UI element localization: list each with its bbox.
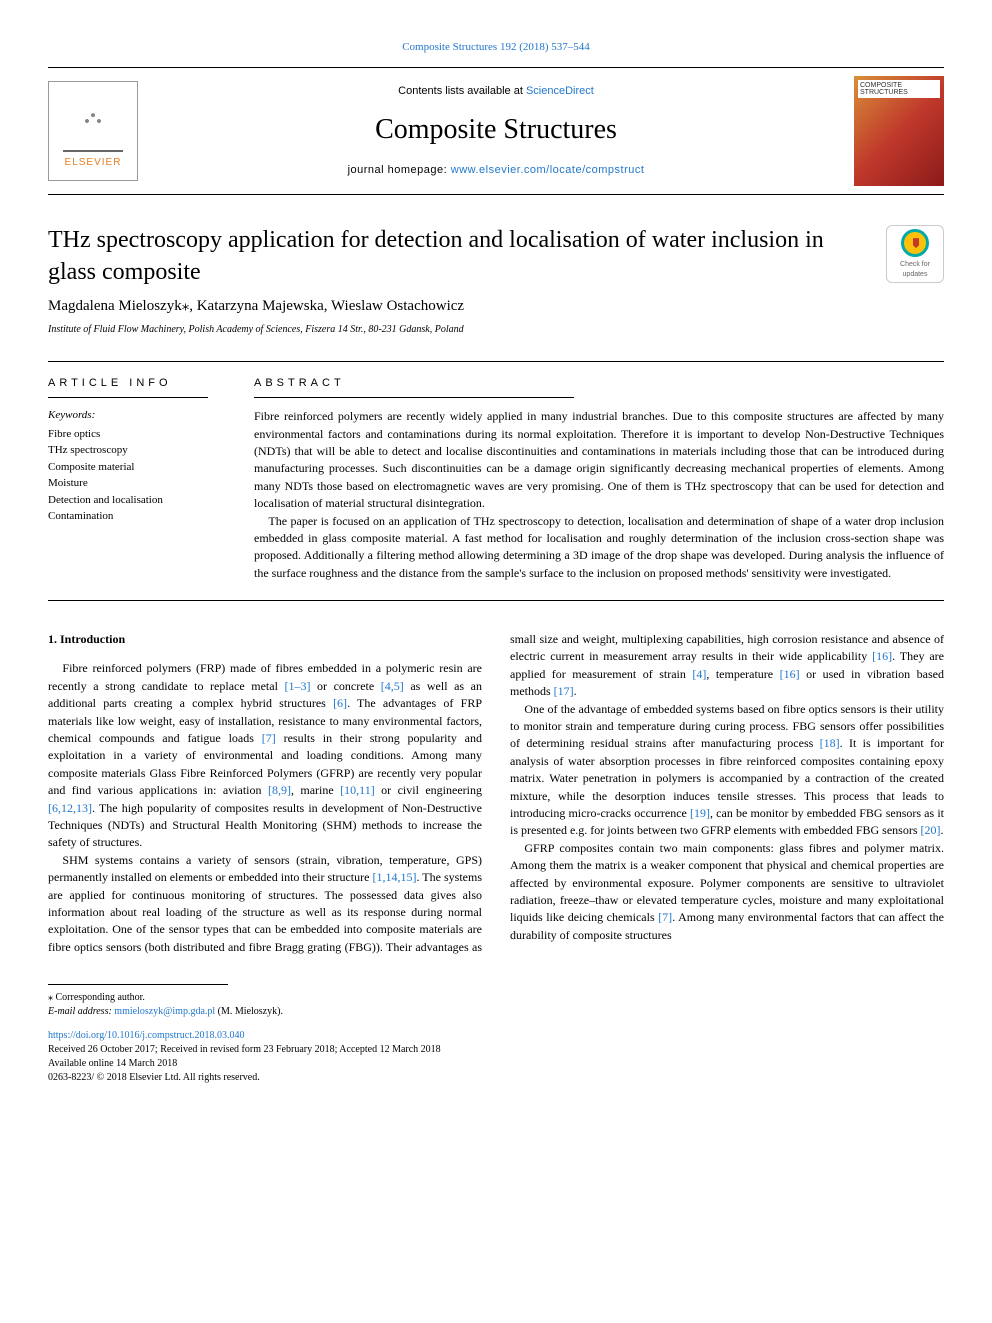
corr-text: ⁎ Corresponding author.	[48, 992, 145, 1003]
ref-link[interactable]: [4,5]	[381, 679, 404, 693]
abstract-text: Fibre reinforced polymers are recently w…	[254, 408, 944, 582]
keyword: Contamination	[48, 508, 214, 525]
ref-link[interactable]: [10,11]	[340, 783, 375, 797]
ref-link[interactable]: [1,14,15]	[373, 870, 417, 884]
received-line: Received 26 October 2017; Received in re…	[48, 1043, 944, 1057]
ref-link[interactable]: [6]	[333, 696, 347, 710]
keyword: Composite material	[48, 459, 214, 476]
badge-line1: Check for	[900, 260, 930, 270]
ref-link[interactable]: [7]	[658, 910, 672, 924]
info-abstract-block: ARTICLE INFO Keywords: Fibre optics THz …	[48, 361, 944, 601]
contents-line: Contents lists available at ScienceDirec…	[158, 84, 834, 99]
ref-link[interactable]: [20]	[921, 823, 941, 837]
abstract: ABSTRACT Fibre reinforced polymers are r…	[238, 376, 944, 582]
copyright-line: 0263-8223/ © 2018 Elsevier Ltd. All righ…	[48, 1071, 944, 1085]
ref-link[interactable]: [18]	[820, 736, 840, 750]
cover-title: COMPOSITE STRUCTURES	[858, 80, 940, 98]
authors: Magdalena Mieloszyk⁎, Katarzyna Majewska…	[48, 296, 944, 317]
ref-link[interactable]: [17]	[554, 684, 574, 698]
ref-link[interactable]: [8,9]	[268, 783, 291, 797]
corresponding-note: ⁎ Corresponding author.	[48, 991, 944, 1005]
citation-link[interactable]: Composite Structures 192 (2018) 537–544	[402, 41, 590, 53]
homepage-line: journal homepage: www.elsevier.com/locat…	[158, 163, 834, 178]
body-p3: One of the advantage of embedded systems…	[510, 701, 944, 840]
email-note: E-mail address: mmieloszyk@imp.gda.pl (M…	[48, 1005, 944, 1019]
affiliation: Institute of Fluid Flow Machinery, Polis…	[48, 323, 944, 337]
email-suffix: (M. Mieloszyk).	[215, 1006, 283, 1017]
article-info-rule	[48, 397, 208, 398]
citation-line: Composite Structures 192 (2018) 537–544	[48, 40, 944, 55]
badge-line2: updates	[903, 270, 928, 280]
body-columns: 1. Introduction Fibre reinforced polymer…	[48, 631, 944, 956]
journal-cover: COMPOSITE STRUCTURES	[854, 76, 944, 186]
journal-name: Composite Structures	[158, 110, 834, 149]
keywords-list: Fibre optics THz spectroscopy Composite …	[48, 426, 214, 525]
body-p4: GFRP composites contain two main compone…	[510, 840, 944, 944]
ref-link[interactable]: [7]	[262, 731, 276, 745]
ref-link[interactable]: [16]	[780, 667, 800, 681]
abstract-p1: Fibre reinforced polymers are recently w…	[254, 408, 944, 512]
ref-link[interactable]: [4]	[692, 667, 706, 681]
check-updates-badge[interactable]: Check for updates	[886, 225, 944, 283]
section-head: 1. Introduction	[48, 631, 482, 648]
homepage-prefix: journal homepage:	[348, 164, 451, 176]
keyword: Moisture	[48, 475, 214, 492]
elsevier-tree-icon	[63, 92, 123, 152]
publisher-logo: ELSEVIER	[48, 81, 138, 181]
keyword: Fibre optics	[48, 426, 214, 443]
homepage-link[interactable]: www.elsevier.com/locate/compstruct	[451, 164, 645, 176]
abstract-p2: The paper is focused on an application o…	[254, 513, 944, 583]
keyword: THz spectroscopy	[48, 442, 214, 459]
masthead: ELSEVIER Contents lists available at Sci…	[48, 67, 944, 195]
ref-link[interactable]: [19]	[690, 806, 710, 820]
title-row: THz spectroscopy application for detecti…	[48, 225, 944, 287]
email-link[interactable]: mmieloszyk@imp.gda.pl	[114, 1006, 215, 1017]
keyword: Detection and localisation	[48, 492, 214, 509]
article-info: ARTICLE INFO Keywords: Fibre optics THz …	[48, 376, 238, 582]
publisher-name: ELSEVIER	[65, 156, 122, 170]
ref-link[interactable]: [1–3]	[284, 679, 310, 693]
email-label: E-mail address:	[48, 1006, 114, 1017]
article-info-head: ARTICLE INFO	[48, 376, 214, 391]
available-line: Available online 14 March 2018	[48, 1057, 944, 1071]
doi-block: https://doi.org/10.1016/j.compstruct.201…	[48, 1029, 944, 1085]
sciencedirect-link[interactable]: ScienceDirect	[526, 85, 594, 97]
keywords-label: Keywords:	[48, 408, 214, 423]
abstract-head: ABSTRACT	[254, 376, 944, 391]
updates-icon	[901, 229, 929, 257]
article-title: THz spectroscopy application for detecti…	[48, 225, 866, 287]
abstract-rule	[254, 397, 574, 398]
footer-rule	[48, 984, 228, 985]
doi-link[interactable]: https://doi.org/10.1016/j.compstruct.201…	[48, 1030, 244, 1041]
body-p1: Fibre reinforced polymers (FRP) made of …	[48, 660, 482, 851]
ref-link[interactable]: [6,12,13]	[48, 801, 92, 815]
ref-link[interactable]: [16]	[872, 649, 892, 663]
masthead-center: Contents lists available at ScienceDirec…	[158, 84, 834, 178]
contents-prefix: Contents lists available at	[398, 85, 526, 97]
